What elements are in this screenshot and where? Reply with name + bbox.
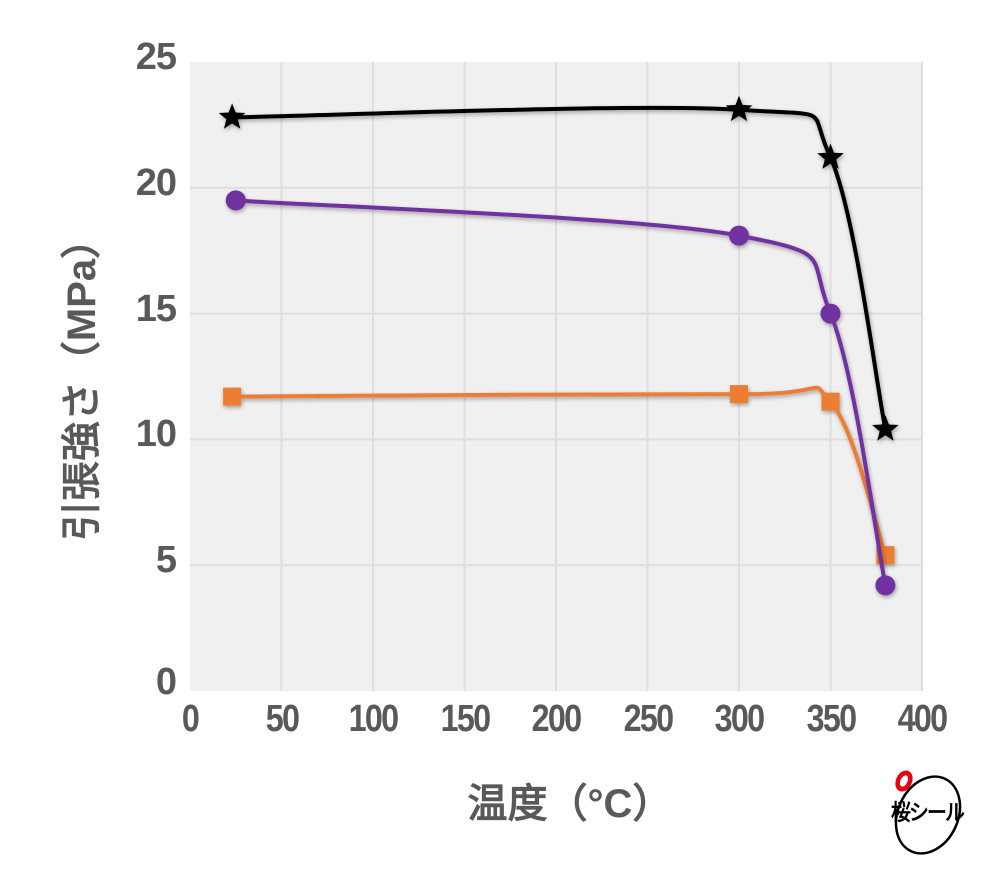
purple-circle-series [225, 190, 896, 596]
y-tick-label: 0 [155, 661, 177, 703]
y-tick-label: 25 [135, 36, 177, 78]
star-marker-icon [872, 415, 899, 441]
x-tick-label: 200 [531, 698, 582, 740]
y-axis-label: 引張強さ（MPa） [60, 218, 104, 542]
x-tick-label: 350 [806, 698, 856, 740]
star-marker-icon [218, 103, 246, 129]
logo-swoosh-icon [894, 770, 962, 855]
gridlines [190, 62, 923, 691]
series-line [232, 385, 888, 556]
x-tick-label: 50 [265, 698, 299, 740]
series-line [235, 198, 888, 586]
x-tick-label: 150 [440, 698, 490, 740]
y-tick-label: 10 [135, 413, 177, 456]
x-tick-label: 250 [623, 698, 673, 740]
star-marker-icon [817, 143, 844, 169]
company-logo: 桜シール [880, 765, 970, 855]
square-marker-icon [223, 387, 242, 406]
series-layer [218, 95, 899, 596]
x-tick-label: 0 [181, 698, 200, 740]
x-axis-label: 温度（°C） [467, 782, 673, 826]
square-marker-icon [730, 385, 748, 404]
square-marker-icon [821, 392, 840, 411]
x-tick-label: 300 [714, 698, 765, 740]
circle-marker-icon [729, 225, 749, 246]
circle-marker-icon [875, 575, 896, 596]
circle-marker-icon [820, 303, 841, 324]
y-tick-label: 20 [135, 161, 177, 204]
circle-marker-icon [225, 190, 246, 211]
series-line [232, 105, 888, 430]
y-tick-label: 15 [135, 287, 177, 330]
x-tick-label: 100 [348, 698, 399, 740]
black-star-series [218, 95, 899, 441]
y-tick-label: 5 [155, 539, 177, 582]
logo-text: 桜シール [891, 800, 965, 825]
star-marker-icon [725, 95, 753, 122]
x-tick-label: 400 [897, 698, 948, 740]
